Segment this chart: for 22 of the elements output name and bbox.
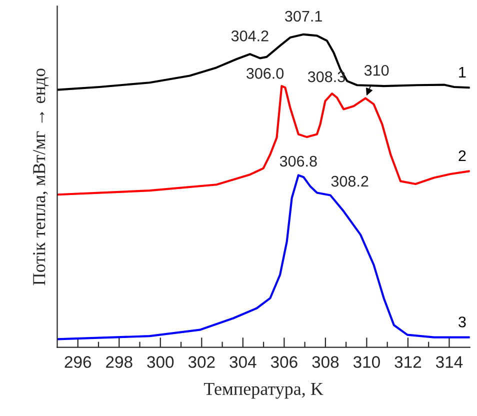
series-label: 2 [458,150,466,162]
annotation: 308.2 [331,176,368,187]
y-axis-title: Потік тепла, мВт/мг → ендо [33,68,49,286]
x-axis-title: Температура, K [204,382,324,399]
x-tick-label: 312 [394,356,422,368]
annotation: 308.3 [308,71,345,82]
x-tick-label: 300 [147,356,174,368]
x-tick-label: 296 [64,356,92,368]
x-tick-label: 314 [436,356,463,368]
series-label: 3 [458,316,466,328]
x-tick-label: 310 [353,356,380,368]
annotation: 307.1 [285,10,322,22]
series-label: 1 [459,66,466,78]
x-tick-label: 308 [312,356,339,368]
x-tick-label: 302 [188,356,215,368]
x-tick-label: 298 [106,356,132,368]
x-tick-label: 304 [230,356,256,368]
annotation: 310 [364,64,389,76]
annotation: 306.8 [280,156,317,167]
annotation: 304.2 [231,30,268,42]
x-tick-label: 306 [270,356,298,368]
annotation: 306.0 [246,68,284,79]
